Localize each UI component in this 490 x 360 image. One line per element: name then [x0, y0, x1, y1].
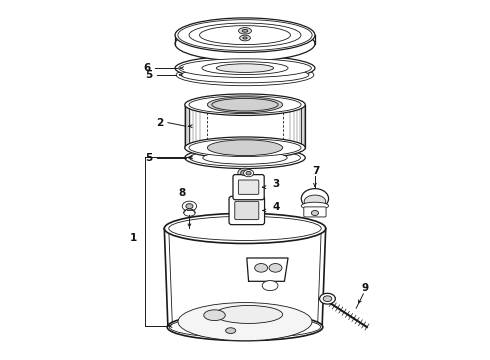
- Ellipse shape: [207, 140, 283, 156]
- Text: 5: 5: [146, 153, 153, 163]
- Text: 5: 5: [146, 70, 153, 80]
- Ellipse shape: [181, 67, 309, 83]
- Ellipse shape: [203, 151, 287, 164]
- Ellipse shape: [178, 20, 312, 51]
- Ellipse shape: [184, 209, 195, 216]
- FancyBboxPatch shape: [229, 196, 265, 225]
- Ellipse shape: [243, 37, 247, 39]
- Ellipse shape: [269, 264, 282, 272]
- Ellipse shape: [301, 189, 329, 209]
- Text: 4: 4: [273, 202, 280, 212]
- Ellipse shape: [176, 64, 314, 86]
- Ellipse shape: [242, 30, 248, 32]
- Ellipse shape: [238, 168, 252, 177]
- Ellipse shape: [262, 280, 278, 291]
- Ellipse shape: [182, 201, 196, 211]
- Ellipse shape: [185, 137, 305, 158]
- Ellipse shape: [199, 26, 291, 45]
- Ellipse shape: [185, 147, 305, 168]
- Ellipse shape: [207, 97, 283, 113]
- Ellipse shape: [189, 23, 301, 47]
- Ellipse shape: [215, 306, 283, 323]
- Ellipse shape: [202, 62, 288, 75]
- Ellipse shape: [170, 316, 320, 338]
- Text: 9: 9: [362, 283, 368, 293]
- Ellipse shape: [212, 98, 278, 111]
- Text: 1: 1: [130, 233, 138, 243]
- Text: 8: 8: [178, 188, 185, 198]
- Ellipse shape: [185, 94, 305, 116]
- Ellipse shape: [190, 149, 300, 166]
- Text: 3: 3: [273, 179, 280, 189]
- Ellipse shape: [225, 328, 236, 333]
- Ellipse shape: [169, 216, 321, 240]
- Ellipse shape: [241, 170, 249, 176]
- Ellipse shape: [246, 171, 251, 175]
- Ellipse shape: [175, 27, 315, 61]
- Ellipse shape: [178, 302, 312, 341]
- Ellipse shape: [189, 139, 301, 157]
- FancyBboxPatch shape: [238, 180, 259, 194]
- Ellipse shape: [239, 28, 251, 34]
- Ellipse shape: [301, 202, 329, 210]
- Ellipse shape: [164, 213, 326, 243]
- Ellipse shape: [255, 264, 268, 272]
- Ellipse shape: [216, 64, 274, 72]
- Ellipse shape: [244, 170, 254, 177]
- FancyBboxPatch shape: [235, 201, 259, 220]
- Text: 6: 6: [144, 63, 151, 73]
- Ellipse shape: [319, 293, 335, 304]
- Ellipse shape: [167, 314, 323, 341]
- Ellipse shape: [323, 296, 332, 302]
- Ellipse shape: [311, 211, 318, 216]
- Text: 2: 2: [156, 118, 164, 128]
- Ellipse shape: [240, 35, 250, 41]
- Ellipse shape: [189, 96, 301, 113]
- Ellipse shape: [204, 310, 225, 320]
- Ellipse shape: [186, 204, 193, 209]
- Ellipse shape: [175, 18, 315, 52]
- Ellipse shape: [304, 195, 326, 208]
- FancyBboxPatch shape: [233, 175, 264, 200]
- Ellipse shape: [175, 56, 315, 80]
- Text: 7: 7: [312, 166, 319, 176]
- Ellipse shape: [179, 59, 311, 77]
- FancyBboxPatch shape: [304, 207, 326, 217]
